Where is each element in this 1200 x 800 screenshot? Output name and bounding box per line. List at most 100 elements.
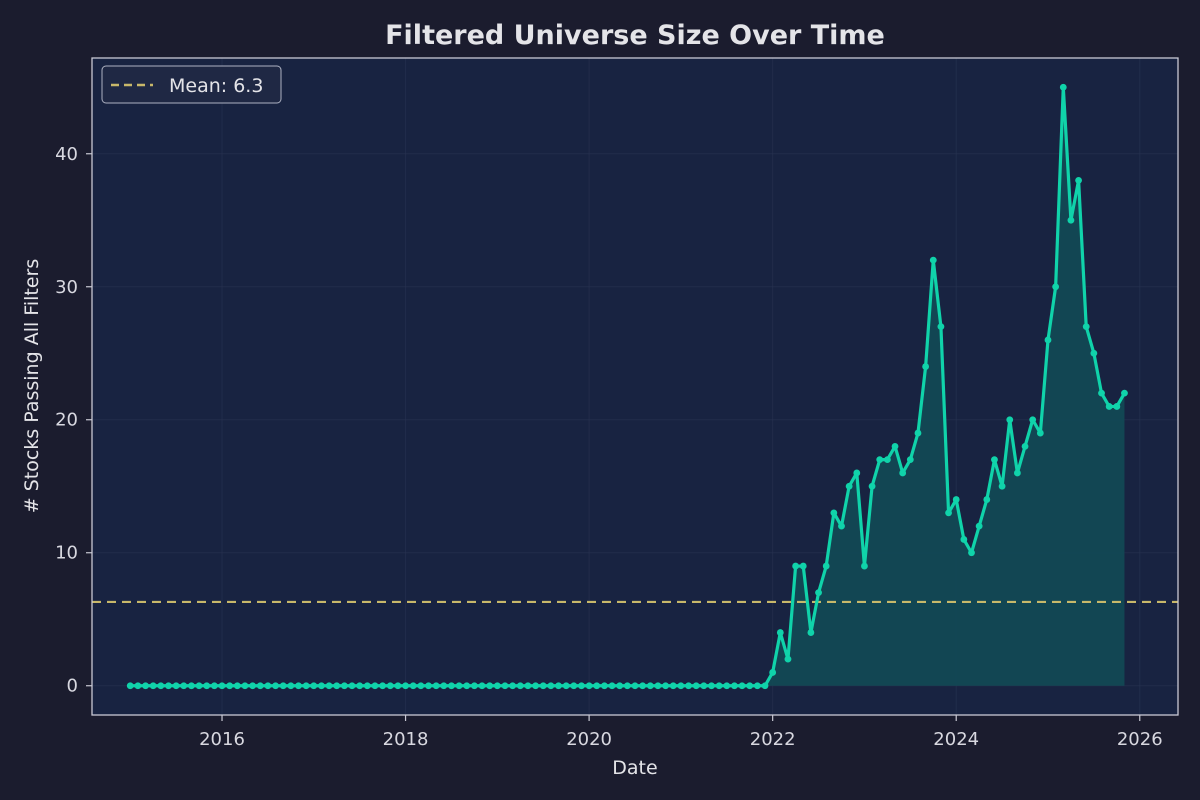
data-point (975, 522, 983, 530)
data-point (172, 682, 180, 690)
data-point (417, 682, 425, 690)
data-point (532, 682, 539, 690)
data-point (1021, 442, 1029, 450)
data-point (363, 682, 371, 690)
data-point (998, 482, 1006, 490)
data-point (968, 549, 975, 557)
x-tick-label: 2026 (1117, 729, 1163, 750)
data-point (562, 682, 570, 690)
data-point (157, 682, 165, 690)
x-tick-label: 2016 (199, 729, 245, 750)
x-axis-ticks: 2016 2018 2020 2022 2024 2026 (199, 715, 1163, 750)
data-point (845, 482, 853, 490)
data-point (761, 682, 769, 690)
data-point (769, 669, 777, 676)
data-point (601, 682, 608, 690)
data-point (937, 323, 945, 331)
legend-mean-label: Mean: 6.3 (169, 75, 263, 97)
data-point (149, 682, 157, 690)
data-point (861, 562, 868, 570)
data-point (272, 682, 279, 690)
area-fill-layer (130, 87, 1125, 686)
data-point (838, 522, 845, 530)
data-point (1059, 83, 1067, 91)
data-point (1036, 429, 1044, 437)
data-point (1121, 389, 1128, 397)
x-axis-label: Date (612, 757, 657, 779)
data-point (906, 456, 914, 464)
data-point (952, 496, 960, 503)
data-point (616, 682, 624, 690)
data-point (539, 682, 547, 690)
data-point (241, 682, 249, 690)
x-tick-label: 2018 (383, 729, 429, 750)
data-point (746, 682, 754, 690)
data-point (524, 682, 532, 690)
data-point (654, 682, 662, 690)
x-tick-label: 2022 (750, 729, 796, 750)
data-point (922, 363, 930, 370)
data-point (914, 429, 922, 437)
y-tick-label: 0 (67, 676, 78, 697)
data-point (1098, 389, 1105, 397)
data-point (822, 562, 830, 570)
data-point (669, 682, 677, 690)
data-point (348, 682, 356, 690)
data-point (287, 682, 295, 690)
data-point (899, 469, 907, 477)
data-point (623, 682, 631, 690)
data-point (700, 682, 708, 690)
y-tick-label: 40 (55, 144, 78, 165)
data-point (1052, 283, 1060, 291)
data-point (960, 536, 968, 543)
data-point (738, 682, 746, 690)
data-point (883, 456, 891, 464)
data-point (830, 509, 838, 517)
data-point (142, 682, 149, 690)
data-point (753, 682, 761, 690)
data-point (853, 469, 861, 477)
data-point (807, 629, 815, 636)
data-point (333, 682, 341, 690)
data-point (547, 682, 555, 690)
data-point (325, 682, 333, 690)
data-point (134, 682, 142, 690)
series-area-fill (130, 87, 1125, 686)
data-point (792, 562, 800, 570)
data-point (371, 682, 379, 690)
data-point (1013, 469, 1021, 477)
data-point (692, 682, 700, 690)
data-point (677, 682, 685, 690)
data-point (295, 682, 302, 690)
data-point (425, 682, 432, 690)
data-point (165, 682, 172, 690)
data-point (1067, 216, 1075, 224)
data-point (646, 682, 654, 690)
data-point (799, 562, 807, 570)
data-point (815, 589, 822, 597)
data-point (723, 682, 731, 690)
data-point (876, 456, 884, 464)
y-tick-label: 10 (55, 543, 78, 564)
data-point (318, 682, 325, 690)
data-point (715, 682, 723, 690)
data-point (708, 682, 715, 690)
y-axis-label: # Stocks Passing All Filters (21, 259, 43, 514)
data-point (386, 682, 394, 690)
data-point (631, 682, 639, 690)
data-point (210, 682, 218, 690)
data-point (463, 682, 471, 690)
data-point (685, 682, 692, 690)
data-point (440, 682, 448, 690)
data-point (126, 682, 134, 690)
data-point (608, 682, 616, 690)
data-point (249, 682, 257, 690)
data-point (929, 256, 937, 264)
data-point (501, 682, 509, 690)
x-tick-label: 2024 (933, 729, 979, 750)
data-point (945, 509, 952, 517)
data-point (279, 682, 287, 690)
data-point (203, 682, 211, 690)
chart-title: Filtered Universe Size Over Time (385, 20, 885, 51)
